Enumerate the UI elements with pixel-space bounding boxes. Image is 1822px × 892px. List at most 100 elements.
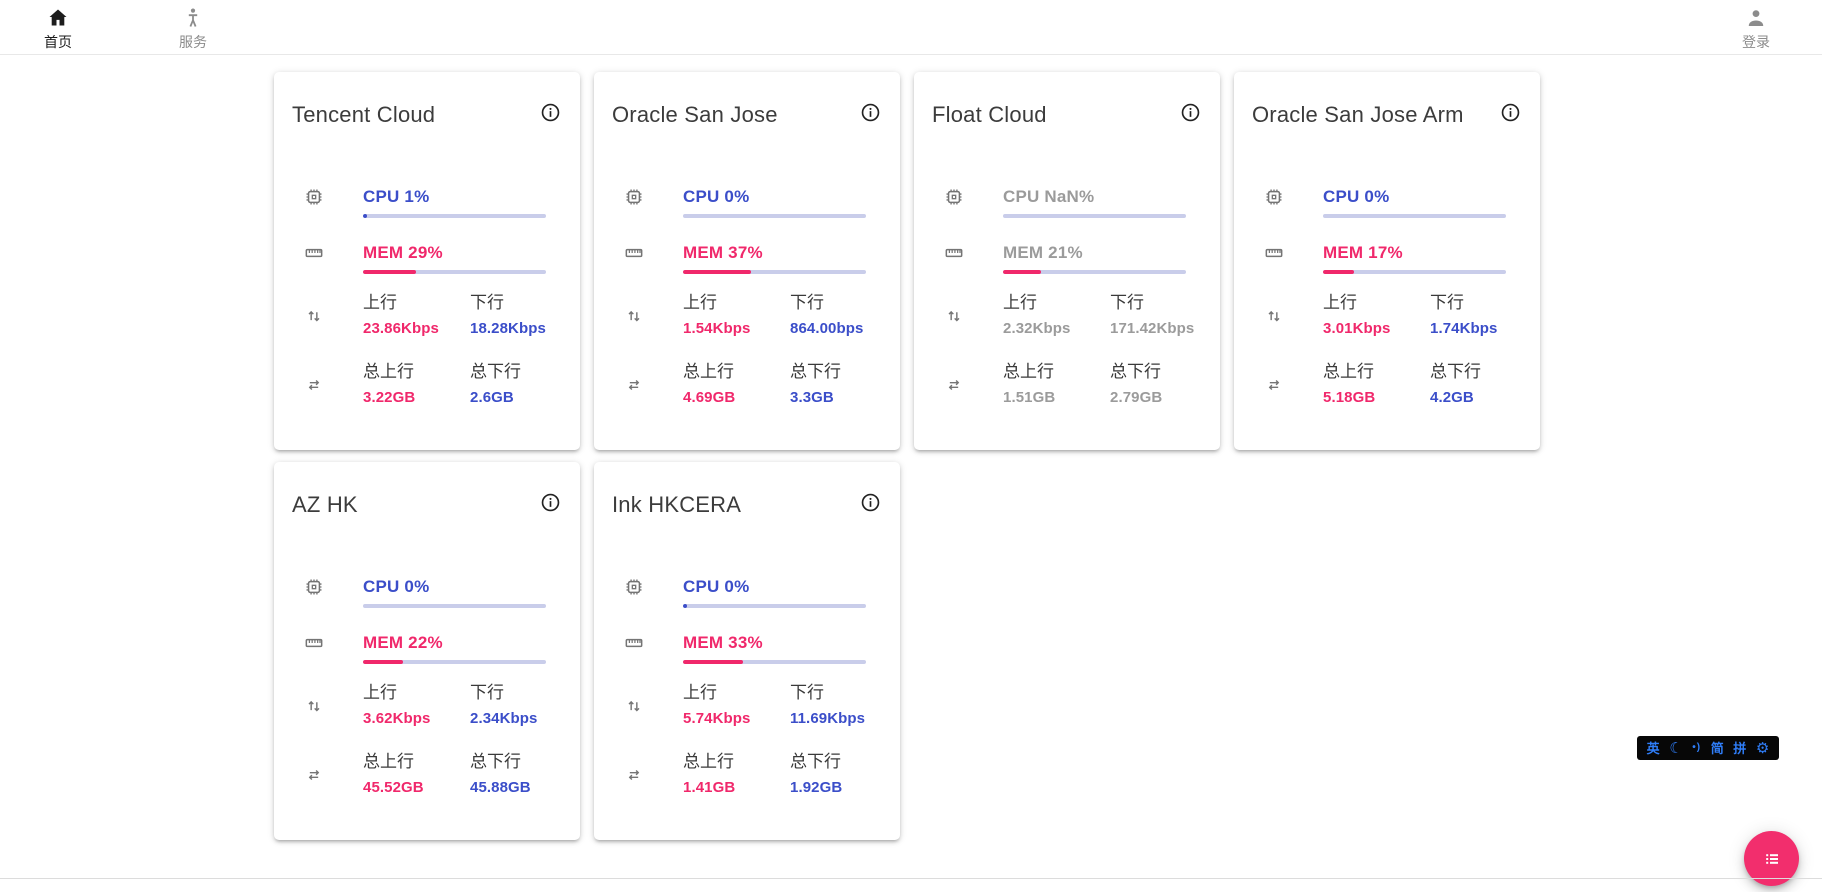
server-name: Ink HKCERA — [612, 492, 742, 517]
info-icon[interactable] — [860, 492, 881, 513]
total-upload-value: 3.22GB — [363, 389, 416, 406]
upload-label: 上行 — [363, 683, 397, 702]
cpu-progress-fill — [683, 604, 687, 608]
mem-usage-label: MEM 17% — [1323, 243, 1403, 262]
download-label: 下行 — [1110, 293, 1144, 312]
cpu-chip-icon — [304, 576, 363, 597]
server-card: Oracle San Jose Arm CPU 0% — [1234, 72, 1540, 450]
download-value: 11.69Kbps — [790, 710, 866, 727]
updown-arrows-icon — [624, 306, 683, 326]
total-upload-label: 总上行 — [1003, 362, 1054, 381]
server-name: Float Cloud — [932, 102, 1047, 127]
total-upload-value: 4.69GB — [683, 389, 736, 406]
speed-row: 上行 5.74Kbps 下行 11.69Kbps — [594, 682, 900, 729]
cpu-progress-bar — [683, 604, 866, 608]
cpu-progress-bar — [363, 214, 546, 218]
info-icon[interactable] — [860, 102, 881, 123]
info-icon[interactable] — [540, 492, 561, 513]
server-grid: Tencent Cloud CPU 1% — [274, 72, 1540, 840]
cpu-row: CPU 0% — [594, 576, 900, 608]
server-card: AZ HK CPU 0% — [274, 462, 580, 840]
mem-progress-fill — [683, 270, 751, 274]
mem-progress-bar — [363, 270, 546, 274]
leftright-arrows-icon — [304, 375, 363, 395]
services-person-icon — [181, 6, 205, 30]
card-header: Float Cloud — [914, 72, 1220, 128]
mem-row: MEM 37% — [594, 242, 900, 274]
speed-row: 上行 3.01Kbps 下行 1.74Kbps — [1234, 292, 1540, 339]
ime-toolbar: 英 ☾ •) 简 拼 ⚙ — [1637, 736, 1779, 760]
total-row: 总上行 1.51GB 总下行 2.79GB — [914, 361, 1220, 408]
upload-label: 上行 — [683, 683, 717, 702]
download-value: 171.42Kbps — [1110, 320, 1195, 337]
ime-settings-gear-icon[interactable]: ⚙ — [1755, 739, 1770, 757]
card-header: Ink HKCERA — [594, 462, 900, 518]
total-download-value: 2.79GB — [1110, 389, 1163, 406]
cpu-row: CPU 0% — [594, 186, 900, 218]
updown-arrows-icon — [304, 306, 363, 326]
updown-arrows-icon — [624, 696, 683, 716]
nav-item-services[interactable]: 服务 — [163, 2, 223, 52]
mem-row: MEM 29% — [274, 242, 580, 274]
total-upload-label: 总上行 — [683, 752, 734, 771]
card-header: AZ HK — [274, 462, 580, 518]
mem-progress-fill — [363, 270, 417, 274]
cpu-usage-label: CPU 0% — [1323, 187, 1390, 206]
leftright-arrows-icon — [624, 375, 683, 395]
total-upload-label: 总上行 — [683, 362, 734, 381]
info-icon[interactable] — [1180, 102, 1201, 123]
server-list-fab[interactable] — [1744, 831, 1799, 886]
total-row: 总上行 5.18GB 总下行 4.2GB — [1234, 361, 1540, 408]
updown-arrows-icon — [304, 696, 363, 716]
download-label: 下行 — [790, 293, 824, 312]
server-card: Float Cloud CPU NaN% — [914, 72, 1220, 450]
info-icon[interactable] — [540, 102, 561, 123]
cpu-chip-icon — [624, 576, 683, 597]
card-header: Tencent Cloud — [274, 72, 580, 128]
server-card: Oracle San Jose CPU 0% — [594, 72, 900, 450]
ime-language-button[interactable]: 英 — [1646, 740, 1660, 756]
cpu-usage-label: CPU 1% — [363, 187, 430, 206]
speed-row: 上行 1.54Kbps 下行 864.00bps — [594, 292, 900, 339]
ime-pinyin-button[interactable]: 拼 — [1733, 740, 1747, 756]
ime-sound-icon[interactable]: •) — [1692, 742, 1702, 753]
cpu-progress-bar — [363, 604, 546, 608]
speed-row: 上行 3.62Kbps 下行 2.34Kbps — [274, 682, 580, 729]
memory-ruler-icon — [1264, 242, 1323, 263]
ime-moon-icon[interactable]: ☾ — [1669, 739, 1683, 757]
server-name: Oracle San Jose Arm — [1252, 102, 1464, 127]
ime-simplified-button[interactable]: 简 — [1710, 740, 1724, 756]
mem-progress-bar — [363, 660, 546, 664]
server-card: Tencent Cloud CPU 1% — [274, 72, 580, 450]
cpu-usage-label: CPU NaN% — [1003, 187, 1095, 206]
download-label: 下行 — [470, 683, 504, 702]
upload-label: 上行 — [1003, 293, 1037, 312]
mem-usage-label: MEM 37% — [683, 243, 763, 262]
server-name: AZ HK — [292, 492, 358, 517]
upload-value: 5.74Kbps — [683, 710, 751, 727]
leftright-arrows-icon — [1264, 375, 1323, 395]
memory-ruler-icon — [304, 242, 363, 263]
nav-item-login[interactable]: 登录 — [1726, 2, 1786, 52]
server-name: Tencent Cloud — [292, 102, 436, 127]
mem-usage-label: MEM 29% — [363, 243, 443, 262]
info-icon[interactable] — [1500, 102, 1521, 123]
cpu-chip-icon — [624, 186, 683, 207]
mem-progress-fill — [1323, 270, 1355, 274]
cpu-progress-bar — [1003, 214, 1186, 218]
cpu-chip-icon — [944, 186, 1003, 207]
mem-progress-fill — [683, 660, 744, 664]
upload-label: 上行 — [1323, 293, 1357, 312]
upload-value: 23.86Kbps — [363, 320, 439, 337]
home-icon — [46, 6, 70, 30]
total-upload-label: 总上行 — [363, 752, 414, 771]
mem-row: MEM 17% — [1234, 242, 1540, 274]
total-download-label: 总下行 — [470, 752, 521, 771]
mem-progress-fill — [363, 660, 404, 664]
nav-home-label: 首页 — [44, 34, 72, 50]
nav-item-home[interactable]: 首页 — [28, 2, 88, 52]
total-download-value: 2.6GB — [470, 389, 514, 406]
total-download-label: 总下行 — [1110, 362, 1161, 381]
speed-row: 上行 2.32Kbps 下行 171.42Kbps — [914, 292, 1220, 339]
cpu-progress-bar — [1323, 214, 1506, 218]
